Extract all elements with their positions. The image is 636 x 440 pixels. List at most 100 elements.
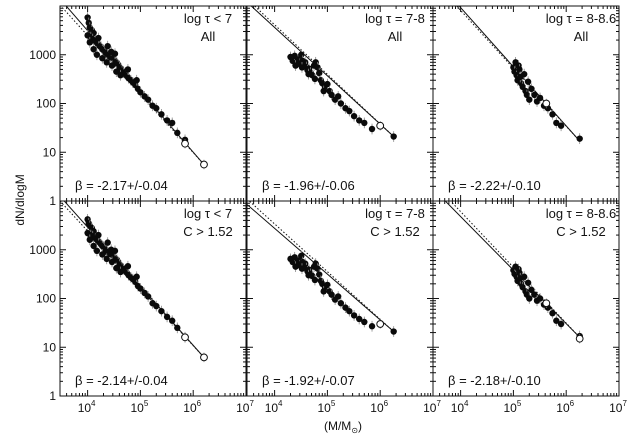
- data-point: [292, 62, 299, 69]
- x-tick-base: 10: [451, 401, 465, 415]
- x-axis-title-sub: ⊙: [351, 426, 358, 435]
- y-tick-label: 100: [36, 97, 56, 111]
- data-point: [557, 122, 565, 129]
- x-axis-title: (M/M⊙): [324, 419, 362, 435]
- data-point-open: [376, 121, 385, 130]
- data-point: [168, 119, 176, 127]
- data-point: [314, 64, 321, 71]
- beta-label: β = -2.17+/-0.04: [75, 178, 168, 193]
- data-point: [334, 93, 342, 100]
- beta-label: β = -2.22+/-0.10: [448, 178, 541, 193]
- x-tick-base: 10: [183, 401, 197, 415]
- data-point: [144, 293, 152, 300]
- data-point-open: [200, 160, 208, 169]
- data-point: [292, 263, 299, 270]
- data-point: [355, 117, 363, 124]
- y-tick-label: 10: [43, 340, 57, 354]
- data-point: [320, 288, 327, 295]
- data-point: [368, 323, 376, 330]
- x-tick-base: 10: [556, 401, 570, 415]
- data-point: [346, 107, 353, 115]
- x-tick-exponent: 7: [622, 399, 627, 408]
- data-point: [531, 91, 538, 99]
- data-point: [163, 117, 171, 124]
- beta-label: β = -2.18+/-0.10: [448, 373, 541, 388]
- x-tick-base: 10: [265, 401, 279, 415]
- data-point-open: [200, 353, 208, 362]
- data-point: [95, 231, 102, 239]
- data-point: [93, 51, 101, 58]
- data-point: [350, 112, 358, 120]
- data-point: [117, 72, 124, 79]
- x-tick-base: 10: [503, 401, 517, 415]
- x-tick-label: 106: [370, 399, 388, 415]
- data-point: [311, 276, 319, 284]
- data-point: [355, 315, 363, 323]
- panel-label-line1: log τ < 7: [184, 11, 232, 26]
- data-point: [531, 291, 538, 298]
- x-tick-base: 10: [236, 401, 250, 415]
- y-tick-label: 1000: [29, 243, 56, 257]
- data-point-open: [376, 320, 385, 328]
- x-tick-label: 104: [265, 399, 283, 415]
- data-point: [108, 258, 116, 266]
- panel-label-line2: C > 1.52: [183, 224, 233, 239]
- x-tick-exponent: 4: [91, 399, 96, 408]
- data-point: [90, 242, 97, 250]
- data-point: [328, 91, 335, 99]
- panel-label-line1: log τ = 7-8: [365, 11, 425, 26]
- data-point: [526, 295, 533, 302]
- data-point: [320, 87, 327, 95]
- data-point: [528, 85, 535, 93]
- data-point: [144, 96, 152, 103]
- data-point: [86, 236, 93, 243]
- data-point: [576, 135, 583, 142]
- panel-plot-area: [60, 6, 208, 170]
- data-point: [158, 111, 165, 118]
- panel-label-line1: log τ = 8-8.6: [546, 206, 617, 221]
- x-tick-base: 10: [423, 401, 437, 415]
- fit-line-dotted: [455, 6, 581, 142]
- data-point: [337, 300, 345, 307]
- data-point: [361, 119, 368, 127]
- data-point: [328, 291, 335, 298]
- x-tick-label: 106: [556, 399, 574, 415]
- data-point: [93, 247, 101, 255]
- x-tick-label: 107: [236, 399, 254, 415]
- data-point: [104, 239, 111, 246]
- x-tick-exponent: 4: [278, 399, 283, 408]
- x-tick-label: 106: [183, 399, 201, 415]
- data-point: [523, 91, 531, 99]
- data-point: [104, 42, 111, 50]
- data-point: [158, 307, 165, 315]
- data-point: [516, 269, 523, 276]
- data-point: [549, 111, 556, 118]
- data-point-open: [542, 299, 551, 308]
- data-point: [124, 262, 132, 270]
- data-point: [324, 80, 331, 88]
- data-point: [84, 14, 91, 21]
- data-point: [557, 320, 565, 328]
- x-tick-label: 105: [130, 399, 148, 415]
- x-tick-exponent: 6: [197, 399, 202, 408]
- y-tick-label: 1: [49, 389, 56, 403]
- x-tick-label: 104: [78, 399, 96, 415]
- data-point: [95, 34, 102, 42]
- data-point: [305, 70, 312, 78]
- data-point: [298, 265, 306, 272]
- data-point: [298, 252, 305, 260]
- data-point: [337, 100, 345, 107]
- panel-plot-area: [455, 6, 583, 145]
- x-tick-label: 105: [503, 399, 521, 415]
- data-point: [305, 272, 312, 279]
- x-tick-exponent: 6: [570, 399, 575, 408]
- data-point: [524, 279, 532, 286]
- x-tick-base: 10: [609, 401, 623, 415]
- data-point: [137, 285, 144, 292]
- data-point: [153, 302, 160, 310]
- panels-layer: 1 10 100 1000 log τ < 7 All β = -2.17+/-0.04 lo…: [29, 5, 627, 415]
- panel-label-line2: C > 1.52: [370, 224, 420, 239]
